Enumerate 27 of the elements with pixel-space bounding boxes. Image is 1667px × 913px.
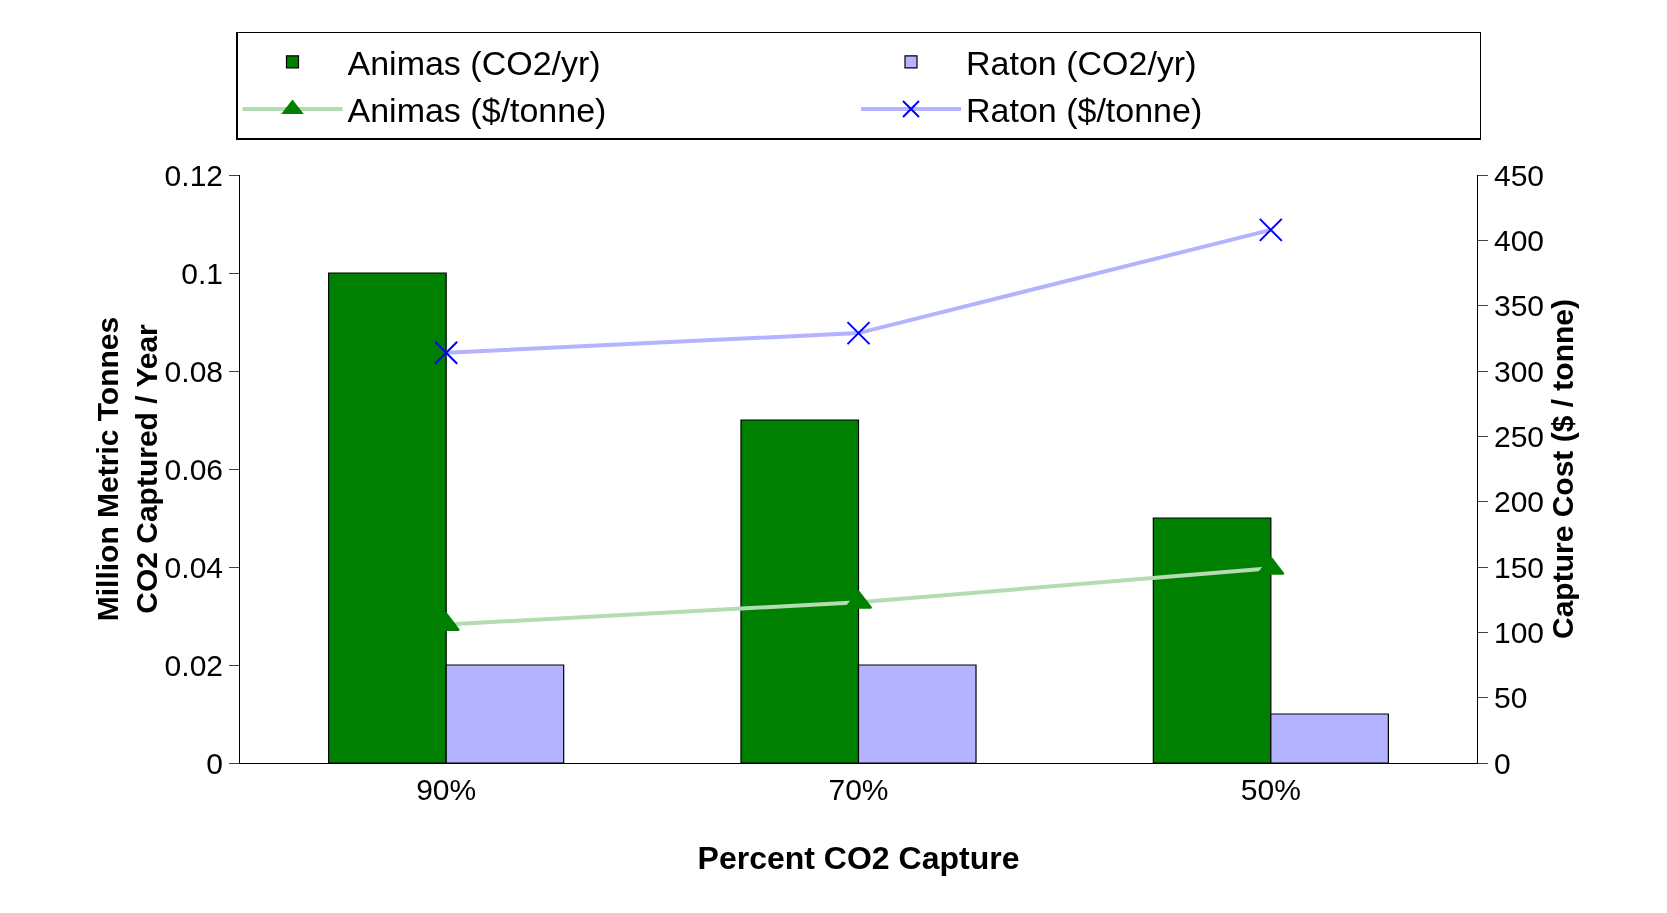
x-tick-label: 90% (416, 773, 477, 806)
y2-tick-label: 50 (1494, 681, 1528, 715)
legend-label: Animas ($/tonne) (347, 91, 607, 130)
y-tick-label: 0.04 (164, 550, 223, 584)
y2-tick-label: 300 (1494, 354, 1545, 388)
y2-tick-label: 250 (1494, 419, 1545, 453)
y2-tick-label: 200 (1494, 485, 1545, 519)
y-tick-label: 0.1 (181, 256, 223, 290)
y2-tick-label: 350 (1494, 289, 1545, 323)
y-axis-title: Million Metric Tonnes CO2 Captured / Year (90, 316, 163, 622)
y-tick-label: 0.08 (164, 354, 223, 388)
y2-tick-label: 100 (1494, 615, 1545, 649)
y2-tick-label: 0 (1494, 746, 1511, 780)
legend-label: Raton (CO2/yr) (966, 44, 1197, 83)
x-axis-title: Percent CO2 Capture (697, 840, 1020, 876)
x-tick-label: 50% (1240, 773, 1301, 806)
y2-axis-title: Capture Cost ($ / tonne) (1546, 298, 1580, 640)
y-tick-label: 0.06 (164, 452, 223, 486)
legend-label: Raton ($/tonne) (966, 91, 1203, 130)
x-tick-label: 70% (828, 773, 889, 806)
y2-tick-label: 400 (1494, 223, 1545, 257)
y2-tick-label: 450 (1494, 158, 1545, 192)
y2-tick-label: 150 (1494, 550, 1545, 584)
y-tick-label: 0 (206, 746, 223, 780)
y-tick-label: 0.12 (164, 158, 223, 192)
legend-label: Animas (CO2/yr) (347, 44, 601, 83)
y-tick-label: 0.02 (164, 648, 223, 682)
